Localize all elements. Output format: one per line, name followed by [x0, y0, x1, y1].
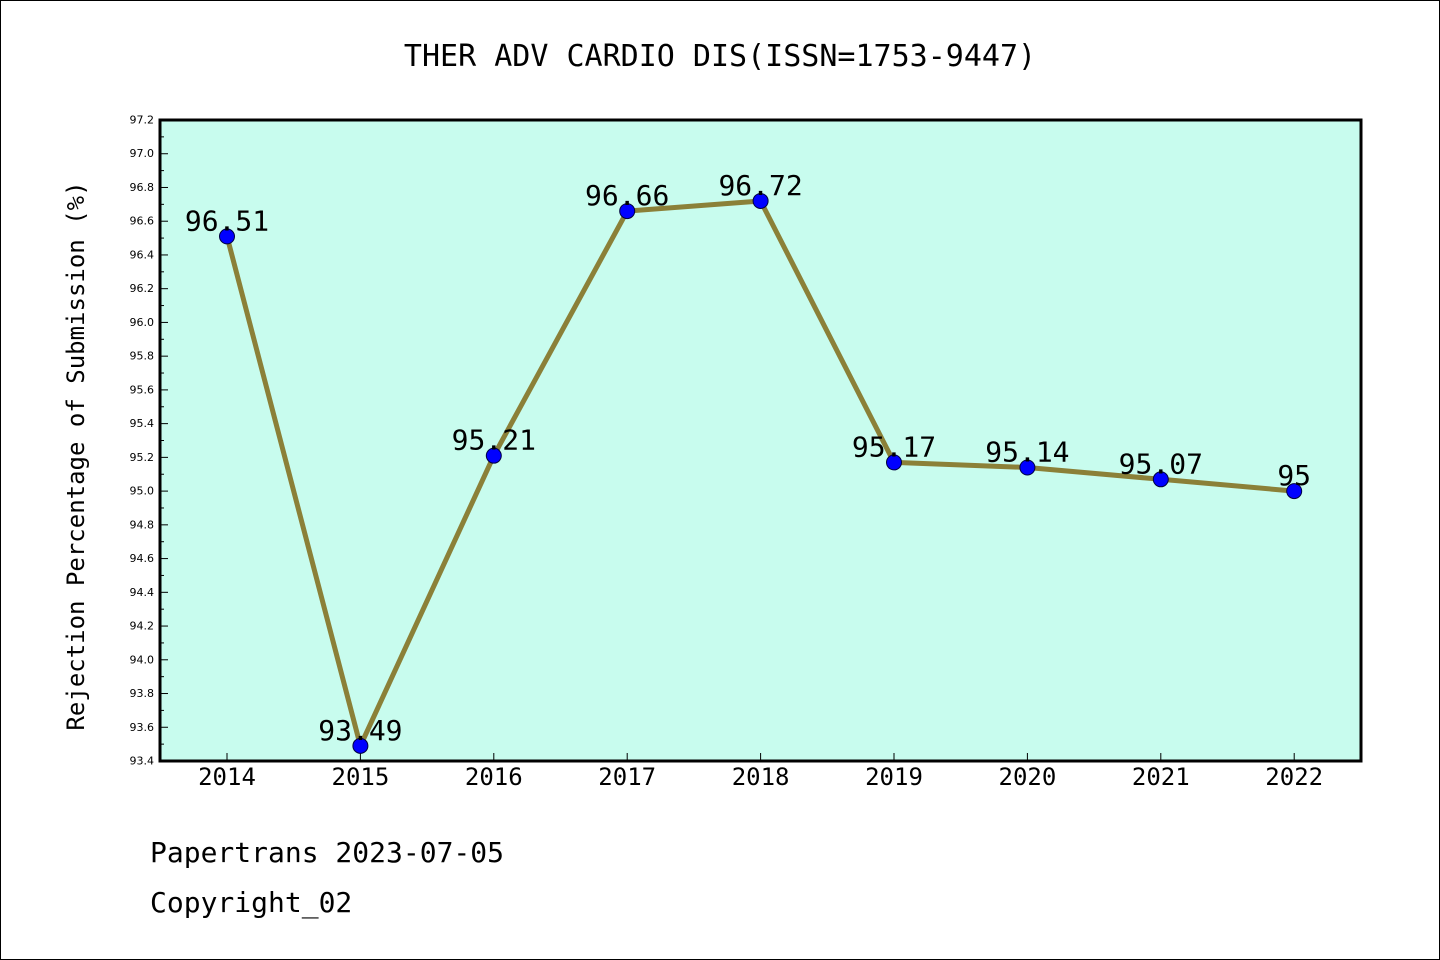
data-point	[485, 447, 502, 464]
data-labels: 96.51 93.49 95.21 96.66 96.72 95.17 95.14 95.07…	[185, 169, 1311, 747]
data-label: 95.07	[1119, 447, 1203, 480]
y-tick-label: 96.4	[130, 248, 155, 261]
y-tick-label: 93.6	[130, 721, 155, 734]
x-tick-label: 2019	[865, 763, 923, 791]
data-label: 93.49	[318, 714, 402, 747]
y-tick-label: 97.2	[130, 114, 155, 127]
y-tick-label: 96.2	[130, 282, 155, 295]
y-tick-label: 94.0	[130, 653, 155, 666]
y-tick-label: 96.0	[130, 316, 155, 329]
y-tick-label: 93.8	[130, 687, 155, 700]
data-point	[1152, 471, 1169, 488]
plot-area	[158, 118, 1363, 763]
data-label: 95.14	[985, 435, 1069, 468]
y-tick-label: 96.6	[130, 215, 155, 228]
data-label: 96.51	[185, 204, 269, 237]
x-tick-label: 2017	[598, 763, 656, 791]
y-axis-ticks: 93.4 93.6 93.8 94.0 94.2 94.4 94.6 94.8 95.0 95.2…	[130, 114, 168, 768]
data-points	[219, 192, 1303, 754]
y-axis-label: Rejection Percentage of Submission (%)	[62, 181, 90, 730]
y-tick-label: 96.8	[130, 181, 155, 194]
x-tick-label: 2020	[999, 763, 1057, 791]
y-tick-label: 95.0	[130, 485, 155, 498]
data-point	[352, 737, 369, 754]
y-tick-label: 95.4	[130, 417, 155, 430]
footer-copyright: Copyright_02	[150, 886, 353, 919]
y-tick-label: 97.0	[130, 147, 155, 160]
data-point	[752, 192, 769, 209]
data-point	[1286, 483, 1303, 500]
y-tick-label: 93.4	[130, 755, 155, 768]
data-label: 96.72	[718, 169, 802, 202]
y-tick-label: 94.4	[130, 586, 155, 599]
y-tick-label: 94.6	[130, 552, 155, 565]
x-axis-ticks: 2014 2015 2016 2017 2018 2019 2020 2021 2022	[198, 753, 1323, 791]
data-label: 95.21	[452, 424, 536, 457]
y-tick-label: 94.2	[130, 620, 155, 633]
x-tick-label: 2015	[332, 763, 390, 791]
data-point	[219, 228, 235, 245]
x-tick-label: 2014	[198, 763, 256, 791]
footer-date: Papertrans 2023-07-05	[150, 836, 505, 869]
x-tick-label: 2021	[1132, 763, 1190, 791]
y-tick-label: 94.8	[130, 518, 155, 531]
x-tick-label: 2022	[1265, 763, 1323, 791]
data-label: 95	[1277, 459, 1311, 492]
y-tick-label: 95.6	[130, 383, 155, 396]
data-point	[619, 203, 636, 220]
data-label: 95.17	[852, 430, 936, 463]
data-point	[1019, 459, 1036, 476]
y-tick-label: 95.2	[130, 451, 155, 464]
chart-title: THER ADV CARDIO DIS(ISSN=1753-9447)	[404, 39, 1036, 74]
y-tick-label: 95.8	[130, 350, 155, 363]
data-label: 96.66	[585, 179, 669, 212]
x-tick-label: 2016	[465, 763, 523, 791]
data-point	[886, 454, 902, 471]
x-tick-label: 2018	[732, 763, 790, 791]
